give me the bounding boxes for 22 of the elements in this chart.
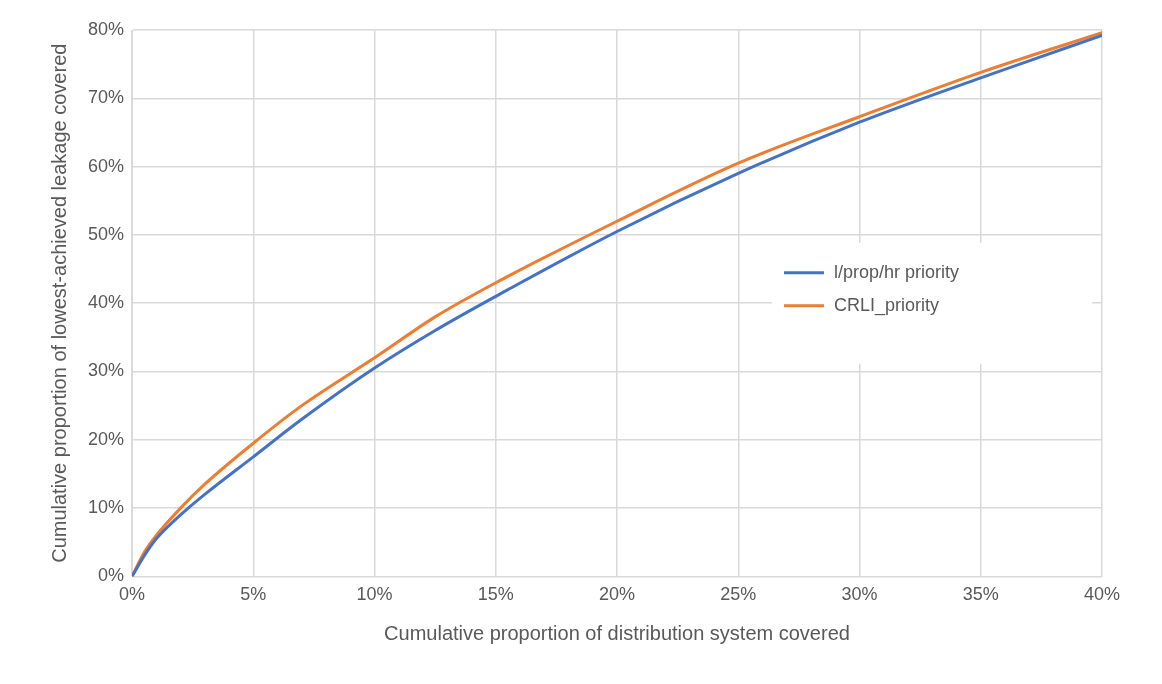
y-tick-label: 40% bbox=[88, 292, 125, 313]
legend-label: l/prop/hr priority bbox=[834, 261, 960, 282]
x-tick-label: 15% bbox=[477, 584, 514, 605]
legend-label: CRLI_priority bbox=[834, 294, 940, 316]
y-tick-label: 10% bbox=[88, 497, 125, 518]
y-tick-label: 20% bbox=[88, 428, 125, 449]
y-tick-label: 0% bbox=[98, 565, 125, 586]
y-tick-label: 80% bbox=[88, 18, 125, 39]
x-tick-label: 40% bbox=[1083, 584, 1121, 605]
y-tick-label: 30% bbox=[88, 360, 125, 381]
y-axis-title: Cumulative proportion of lowest-achieved leakage covered bbox=[47, 43, 70, 563]
x-tick-label: 30% bbox=[841, 584, 878, 605]
y-tick-label: 60% bbox=[88, 155, 125, 176]
x-axis-title: Cumulative proportion of distribution system covered bbox=[384, 621, 850, 644]
x-tick-label: 5% bbox=[240, 584, 267, 605]
x-tick-label: 35% bbox=[962, 584, 999, 605]
x-tick-label: 10% bbox=[356, 584, 393, 605]
y-tick-label: 50% bbox=[88, 223, 125, 244]
x-tick-label: 25% bbox=[720, 584, 757, 605]
x-tick-label: 0% bbox=[119, 584, 146, 605]
y-tick-label: 70% bbox=[88, 87, 125, 108]
x-tick-label: 20% bbox=[599, 584, 636, 605]
